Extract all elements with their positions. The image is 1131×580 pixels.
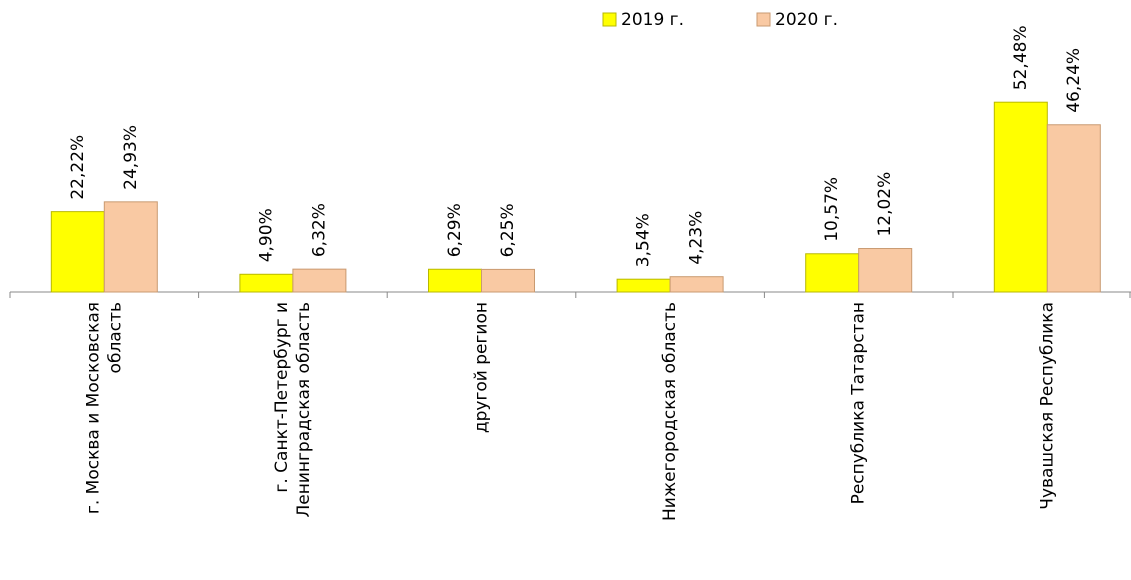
bar [292,268,347,293]
legend-swatch [602,12,617,27]
x-tick-label: г. Санкт-Петербург и [272,302,292,493]
value-label: 6,29% [445,203,465,257]
x-tick-label: Ленинградская область [294,302,314,518]
bar [239,273,294,293]
bar [805,253,860,293]
value-label: 6,32% [309,203,329,257]
value-label: 22,22% [68,135,88,200]
x-tick-label: область [105,302,125,373]
bar [616,278,671,293]
legend-swatch [756,12,771,27]
value-label: 4,23% [687,211,707,265]
value-label: 52,48% [1011,25,1031,90]
bar [669,276,724,293]
bar [481,268,535,293]
bar [1046,124,1101,293]
bar [103,201,158,293]
bar [50,211,105,293]
value-label: 24,93% [121,125,141,190]
legend-label: 2020 г. [775,10,838,30]
value-label: 12,02% [875,172,895,237]
bar [428,268,482,293]
x-tick-label: Республика Татарстан [849,302,869,504]
legend-label: 2019 г. [621,10,684,30]
x-tick-label: г. Москва и Московская [83,302,103,514]
value-label: 6,25% [498,203,518,257]
bar [858,248,913,293]
x-tick-label: другой регион [472,302,492,433]
bar [993,101,1048,293]
x-tick-label: Чувашская Республика [1037,302,1057,510]
value-label: 10,57% [822,177,842,242]
value-label: 4,90% [256,208,276,262]
value-label: 3,54% [634,213,654,267]
value-label: 46,24% [1064,48,1084,113]
x-tick-label: Нижегородская область [660,302,680,521]
